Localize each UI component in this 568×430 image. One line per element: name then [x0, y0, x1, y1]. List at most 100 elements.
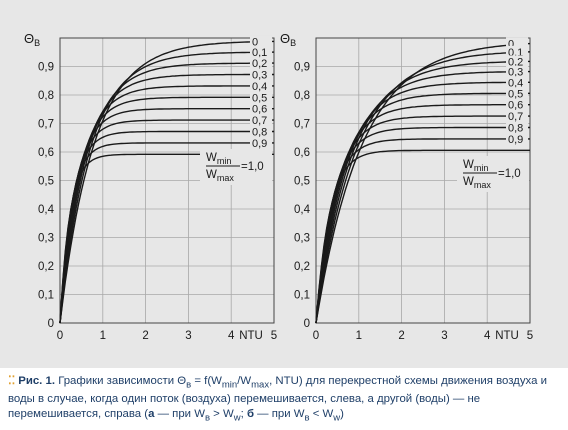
x-tick-label: 0	[313, 330, 319, 342]
caption-sub: в	[304, 412, 310, 424]
series-label-bg	[250, 136, 272, 149]
x-tick-label: 2	[142, 330, 148, 342]
caption-text: < W	[309, 408, 334, 421]
y-axis-title-sub: В	[34, 38, 40, 48]
series-label-bg	[506, 45, 528, 58]
series-label: 0,9	[252, 138, 267, 150]
ratio-value: =1,0	[498, 168, 521, 180]
x-tick-label: 3	[441, 330, 447, 342]
y-axis-title: ΘВ	[280, 31, 296, 48]
series-line	[315, 60, 530, 324]
series-label: 0	[508, 39, 514, 51]
series-line	[59, 96, 274, 324]
series-label-bg	[506, 110, 528, 123]
caption-text: )	[340, 408, 344, 421]
series-line	[59, 85, 274, 324]
y-tick-label: 0,1	[38, 290, 54, 302]
x-tick-label: 0	[57, 330, 63, 342]
series-label-bg	[506, 98, 528, 111]
x-tick-label: 5	[527, 330, 533, 342]
ratio-numerator-sub: min	[474, 163, 489, 173]
plot-frame	[315, 37, 531, 324]
y-tick-label: 0	[304, 318, 310, 330]
series-line	[59, 119, 274, 324]
y-tick-label: 0,5	[294, 176, 310, 188]
x-axis-title: NTU	[239, 330, 263, 342]
series-label: 0	[252, 36, 258, 48]
series-line	[315, 70, 530, 324]
y-tick-label: 0	[48, 318, 54, 330]
x-tick-label: 4	[228, 330, 235, 342]
series-label-bg	[250, 79, 272, 92]
figure-panel: 0 0,1 0,2 0,3 0,4 0,5 0,6 0,7 0,8 0,9 0 1 2 3 4 5 NTU ΘВ 0…	[0, 0, 568, 368]
caption-sub: w	[333, 412, 341, 424]
y-tick-label: 0,9	[294, 62, 310, 74]
series-label-bg	[506, 121, 528, 134]
y-tick-label: 0,5	[38, 176, 54, 188]
series-label: 0,2	[252, 58, 267, 70]
series-label-bg	[250, 46, 272, 59]
series-label-bg	[506, 55, 528, 68]
series-label-bg	[250, 91, 272, 104]
series-label: 0,3	[508, 67, 523, 79]
ratio-value: =1,0	[241, 161, 264, 173]
series-line	[315, 149, 530, 324]
x-axis-title: NTU	[495, 330, 519, 342]
series-label: 0,1	[252, 47, 267, 59]
caption-text: /W	[237, 375, 252, 387]
y-tick-label: 0,4	[38, 204, 55, 216]
y-axis-title: ΘВ	[24, 31, 40, 48]
caption-text: , NTU) для перекрестной схемы движения в…	[8, 375, 547, 421]
y-tick-label: 0,7	[38, 119, 54, 131]
caption-figure-label: Рис. 1.	[18, 375, 56, 387]
series-line	[59, 130, 274, 324]
caption-sub: в	[204, 412, 210, 424]
ratio-denominator-sub: max	[474, 180, 492, 190]
plot-frame	[59, 37, 275, 324]
caption-letter-a: а	[148, 408, 155, 421]
caption-text: Графики зависимости Θ	[58, 375, 187, 387]
y-tick-label: 0,6	[38, 147, 54, 159]
series-label: 0,2	[508, 56, 523, 68]
ratio-numerator-sub: min	[217, 156, 232, 166]
series-line	[315, 104, 530, 324]
caption-bullet-icon: ⁚⁚	[8, 375, 16, 387]
y-tick-label: 0,2	[38, 261, 54, 273]
series-line	[59, 62, 274, 324]
series-label: 0,5	[252, 92, 267, 104]
caption-text: ;	[240, 408, 247, 421]
caption-sub: в	[186, 379, 192, 391]
series-label-bg	[250, 35, 272, 48]
series-label-bg	[250, 125, 272, 138]
ratio-denominator: Wmax	[463, 176, 491, 190]
y-tick-label: 0,2	[294, 261, 310, 273]
y-tick-label: 0,8	[38, 90, 54, 102]
caption-text: — при W	[154, 408, 205, 421]
y-tick-label: 0,3	[294, 233, 310, 245]
series-label: 0,4	[252, 81, 267, 93]
y-tick-label: 0,4	[294, 204, 311, 216]
series-label: 0,7	[252, 115, 267, 127]
y-tick-label: 0,9	[38, 62, 54, 74]
series-line	[315, 115, 530, 324]
series-label: 0,4	[508, 77, 523, 89]
caption-text: > W	[210, 408, 234, 421]
caption-text: = f(W	[191, 375, 222, 387]
series-label-bg	[506, 76, 528, 89]
series-line	[315, 42, 531, 324]
series-label-bg	[250, 68, 272, 81]
figure-caption: ⁚⁚ Рис. 1. Графики зависимости Θв = f(Wmi…	[8, 374, 560, 426]
ratio-denominator: Wmax	[206, 169, 234, 183]
caption-text: — при W	[254, 408, 305, 421]
series-label: 0,9	[508, 134, 523, 146]
series-label-bg	[250, 102, 272, 115]
x-tick-label: 4	[484, 330, 491, 342]
ratio-label-bg	[457, 156, 529, 192]
caption-sub: max	[251, 379, 270, 391]
y-tick-label: 0,7	[294, 119, 310, 131]
series-line	[59, 73, 274, 324]
x-tick-label: 1	[100, 330, 106, 342]
series-label-bg	[250, 114, 272, 127]
